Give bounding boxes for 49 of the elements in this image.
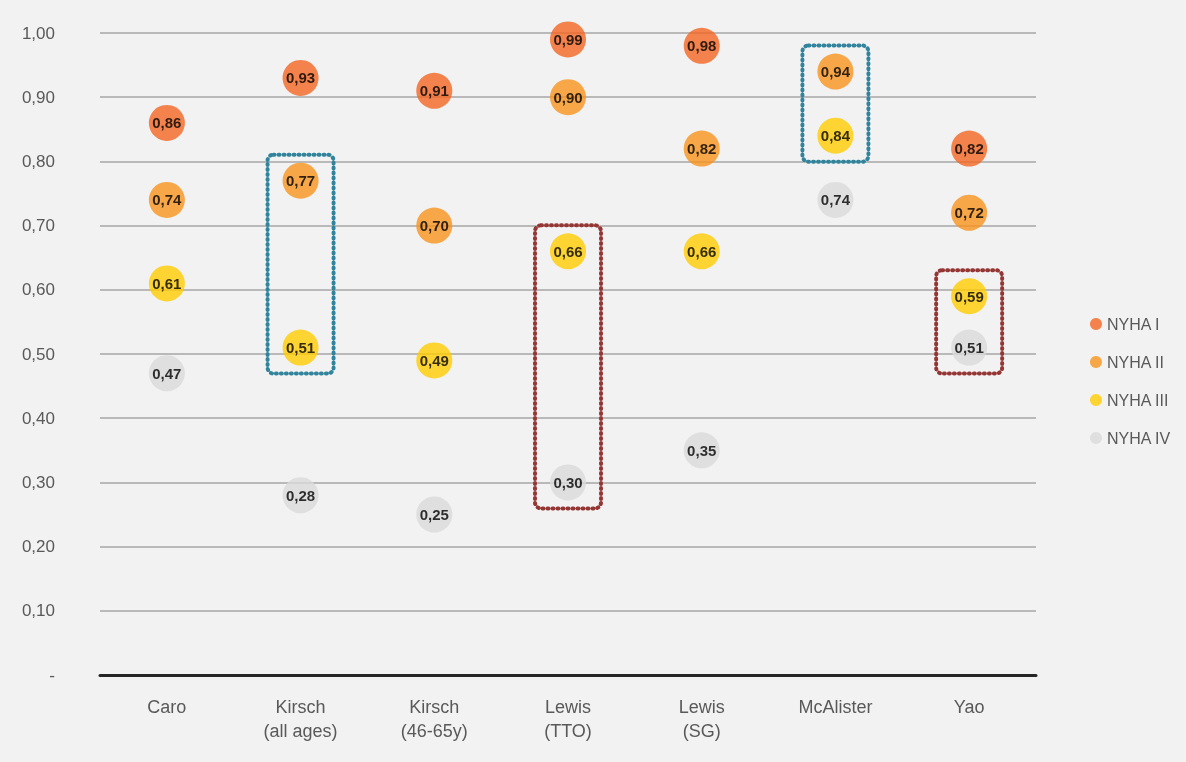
data-label: 0,25: [419, 506, 449, 523]
data-label: 0,98: [687, 37, 717, 55]
legend-label: NYHA IV: [1106, 429, 1171, 447]
x-tick-label: Kirsch (46-65y): [400, 697, 468, 741]
y-tick-label: 0,30: [21, 472, 55, 492]
x-tick-label: Lewis (TTO): [544, 697, 592, 741]
data-label: 0,84: [820, 127, 851, 145]
data-label: 0,77: [285, 172, 316, 190]
legend-label: NYHA I: [1106, 315, 1160, 333]
legend-label: NYHA II: [1106, 353, 1164, 371]
y-tick-label: 0,10: [21, 601, 55, 621]
y-tick-label: 0,20: [21, 537, 55, 557]
x-tick-label: Lewis (SG): [678, 697, 725, 741]
y-tick-label: 0,90: [21, 87, 55, 107]
data-label: 0,90: [553, 88, 583, 106]
data-label: 0,30: [553, 473, 583, 491]
data-label: 0,47: [152, 364, 182, 382]
data-label: 0,99: [553, 30, 583, 48]
data-label: 0,74: [152, 191, 183, 209]
y-tick-label: 0,70: [21, 216, 55, 236]
data-label: 0,49: [419, 351, 449, 369]
y-tick-label: -: [49, 665, 55, 685]
data-label: 0,28: [285, 486, 316, 504]
y-tick-label: 0,50: [21, 344, 55, 364]
data-label: 0,35: [687, 441, 717, 459]
data-label: 0,59: [954, 287, 984, 305]
data-label: 0,66: [553, 242, 583, 260]
data-label: 0,51: [285, 339, 316, 357]
x-tick-label: McAlister: [798, 697, 873, 717]
data-label: 0,94: [820, 63, 851, 81]
x-tick-label: Kirsch (all ages): [263, 697, 338, 741]
data-label: 0,72: [954, 204, 984, 222]
data-label: 0,82: [687, 140, 717, 158]
data-label: 0,51: [954, 339, 984, 357]
data-label: 0,93: [285, 69, 316, 87]
legend-label: NYHA III: [1106, 391, 1169, 409]
y-tick-label: 0,80: [21, 151, 55, 171]
data-label: 0,82: [954, 140, 984, 158]
x-tick-label: Yao: [953, 697, 985, 717]
x-tick-label: Caro: [147, 697, 187, 717]
data-label: 0,91: [419, 82, 449, 100]
y-tick-label: 0,60: [21, 280, 55, 300]
data-label: 0,86: [152, 114, 182, 132]
data-label: 0,74: [820, 191, 851, 209]
data-label: 0,66: [687, 242, 717, 260]
y-tick-label: 0,40: [21, 408, 55, 428]
y-tick-label: 1,00: [21, 23, 55, 43]
data-label: 0,61: [152, 274, 182, 292]
data-label: 0,70: [419, 217, 449, 235]
